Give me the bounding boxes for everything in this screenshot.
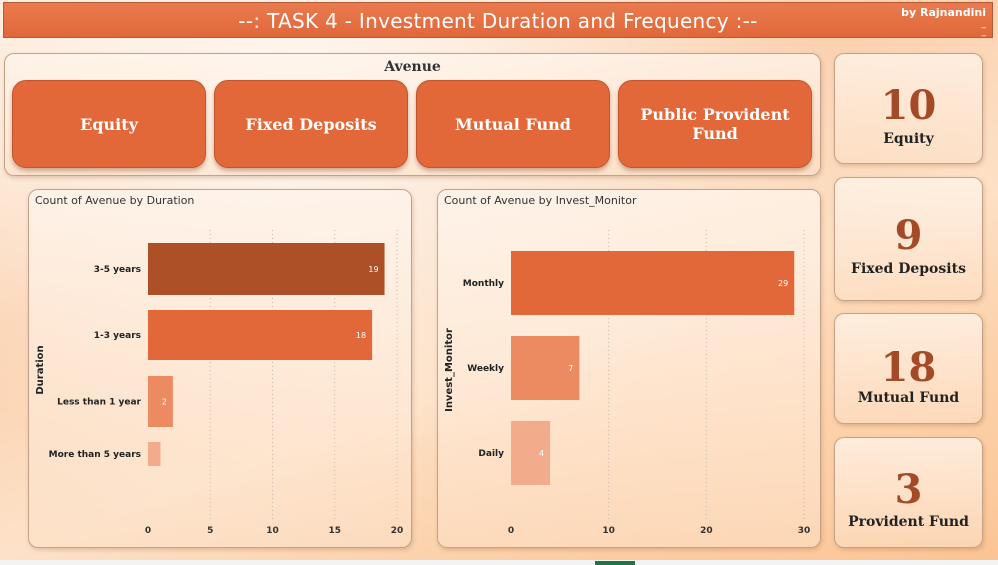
card-value: 3 <box>894 466 923 513</box>
x-tick-label: 30 <box>798 526 811 536</box>
card-provident-fund[interactable]: 3 Provident Fund <box>834 437 983 548</box>
category-label: 1-3 years <box>94 331 141 341</box>
chart-title: Count of Avenue by Invest_Monitor <box>444 194 637 207</box>
title-bar: --: TASK 4 - Investment Duration and Fre… <box>3 2 993 38</box>
data-label: 18 <box>356 331 366 340</box>
x-tick-label: 20 <box>700 526 713 536</box>
data-label: 4 <box>539 449 544 458</box>
bar[interactable] <box>148 243 385 295</box>
x-tick-label: 5 <box>207 526 213 536</box>
chart-title: Count of Avenue by Duration <box>35 194 195 207</box>
bar[interactable] <box>511 421 551 485</box>
title-mark: _ _ <box>981 19 987 37</box>
card-mutual-fund[interactable]: 18 Mutual Fund <box>834 313 983 424</box>
card-label: Mutual Fund <box>857 390 960 406</box>
card-label: Provident Fund <box>848 514 969 530</box>
category-label: Monthly <box>463 279 504 289</box>
slicer-button-fixed-deposits[interactable]: Fixed Deposits <box>214 80 408 168</box>
page-tab-strip <box>0 560 998 565</box>
slicer-title: Avenue <box>384 59 441 75</box>
card-value: 9 <box>894 212 923 259</box>
slicer-button-mutual-fund[interactable]: Mutual Fund <box>416 80 610 168</box>
x-tick-label: 20 <box>391 526 404 536</box>
card-value: 18 <box>880 344 937 391</box>
category-label: 3-5 years <box>94 265 141 275</box>
duration-chart-panel[interactable]: Count of Avenue by Duration 0 5 10 15 20 Dura… <box>28 189 412 548</box>
invest-monitor-bar-chart: 0 10 20 30 Invest_Monitor Monthly 29 Weekly 7 Dai… <box>444 230 811 536</box>
card-value: 10 <box>880 82 937 129</box>
category-label: Daily <box>478 449 504 459</box>
card-equity[interactable]: 10 Equity <box>834 53 983 164</box>
invest-monitor-chart-panel[interactable]: Count of Avenue by Invest_Monitor 0 10 20 3… <box>437 189 821 548</box>
data-label: 2 <box>162 398 167 407</box>
avenue-slicer: Avenue Equity Fixed Deposits Mutual Fund… <box>4 53 821 176</box>
bar[interactable] <box>148 442 161 466</box>
category-label: Less than 1 year <box>57 398 141 408</box>
card-label: Equity <box>883 131 934 147</box>
bar[interactable] <box>511 336 580 400</box>
bar[interactable] <box>148 376 173 427</box>
data-label: 19 <box>368 265 378 274</box>
card-label: Fixed Deposits <box>851 261 966 277</box>
data-label: 7 <box>568 364 573 373</box>
bar[interactable] <box>511 251 795 315</box>
duration-bar-chart: 0 5 10 15 20 Duration 3-5 years 19 1-3 years 18 Le… <box>35 230 404 536</box>
active-page-tab[interactable] <box>595 561 635 565</box>
category-label: Weekly <box>467 364 504 374</box>
x-tick-label: 0 <box>145 526 151 536</box>
card-fixed-deposits[interactable]: 9 Fixed Deposits <box>834 177 983 301</box>
page-title: --: TASK 4 - Investment Duration and Fre… <box>238 9 758 33</box>
data-label: 29 <box>778 279 788 288</box>
x-tick-label: 10 <box>266 526 279 536</box>
bar[interactable] <box>148 310 373 360</box>
y-axis-title: Duration <box>35 345 46 394</box>
x-tick-label: 10 <box>602 526 615 536</box>
author-byline: by Rajnandini <box>901 6 986 19</box>
x-tick-label: 15 <box>328 526 341 536</box>
y-axis-title: Invest_Monitor <box>444 328 455 412</box>
slicer-button-equity[interactable]: Equity <box>12 80 206 168</box>
x-tick-label: 0 <box>508 526 514 536</box>
slicer-button-public-provident-fund[interactable]: Public Provident Fund <box>618 80 812 168</box>
category-label: More than 5 years <box>49 450 141 460</box>
